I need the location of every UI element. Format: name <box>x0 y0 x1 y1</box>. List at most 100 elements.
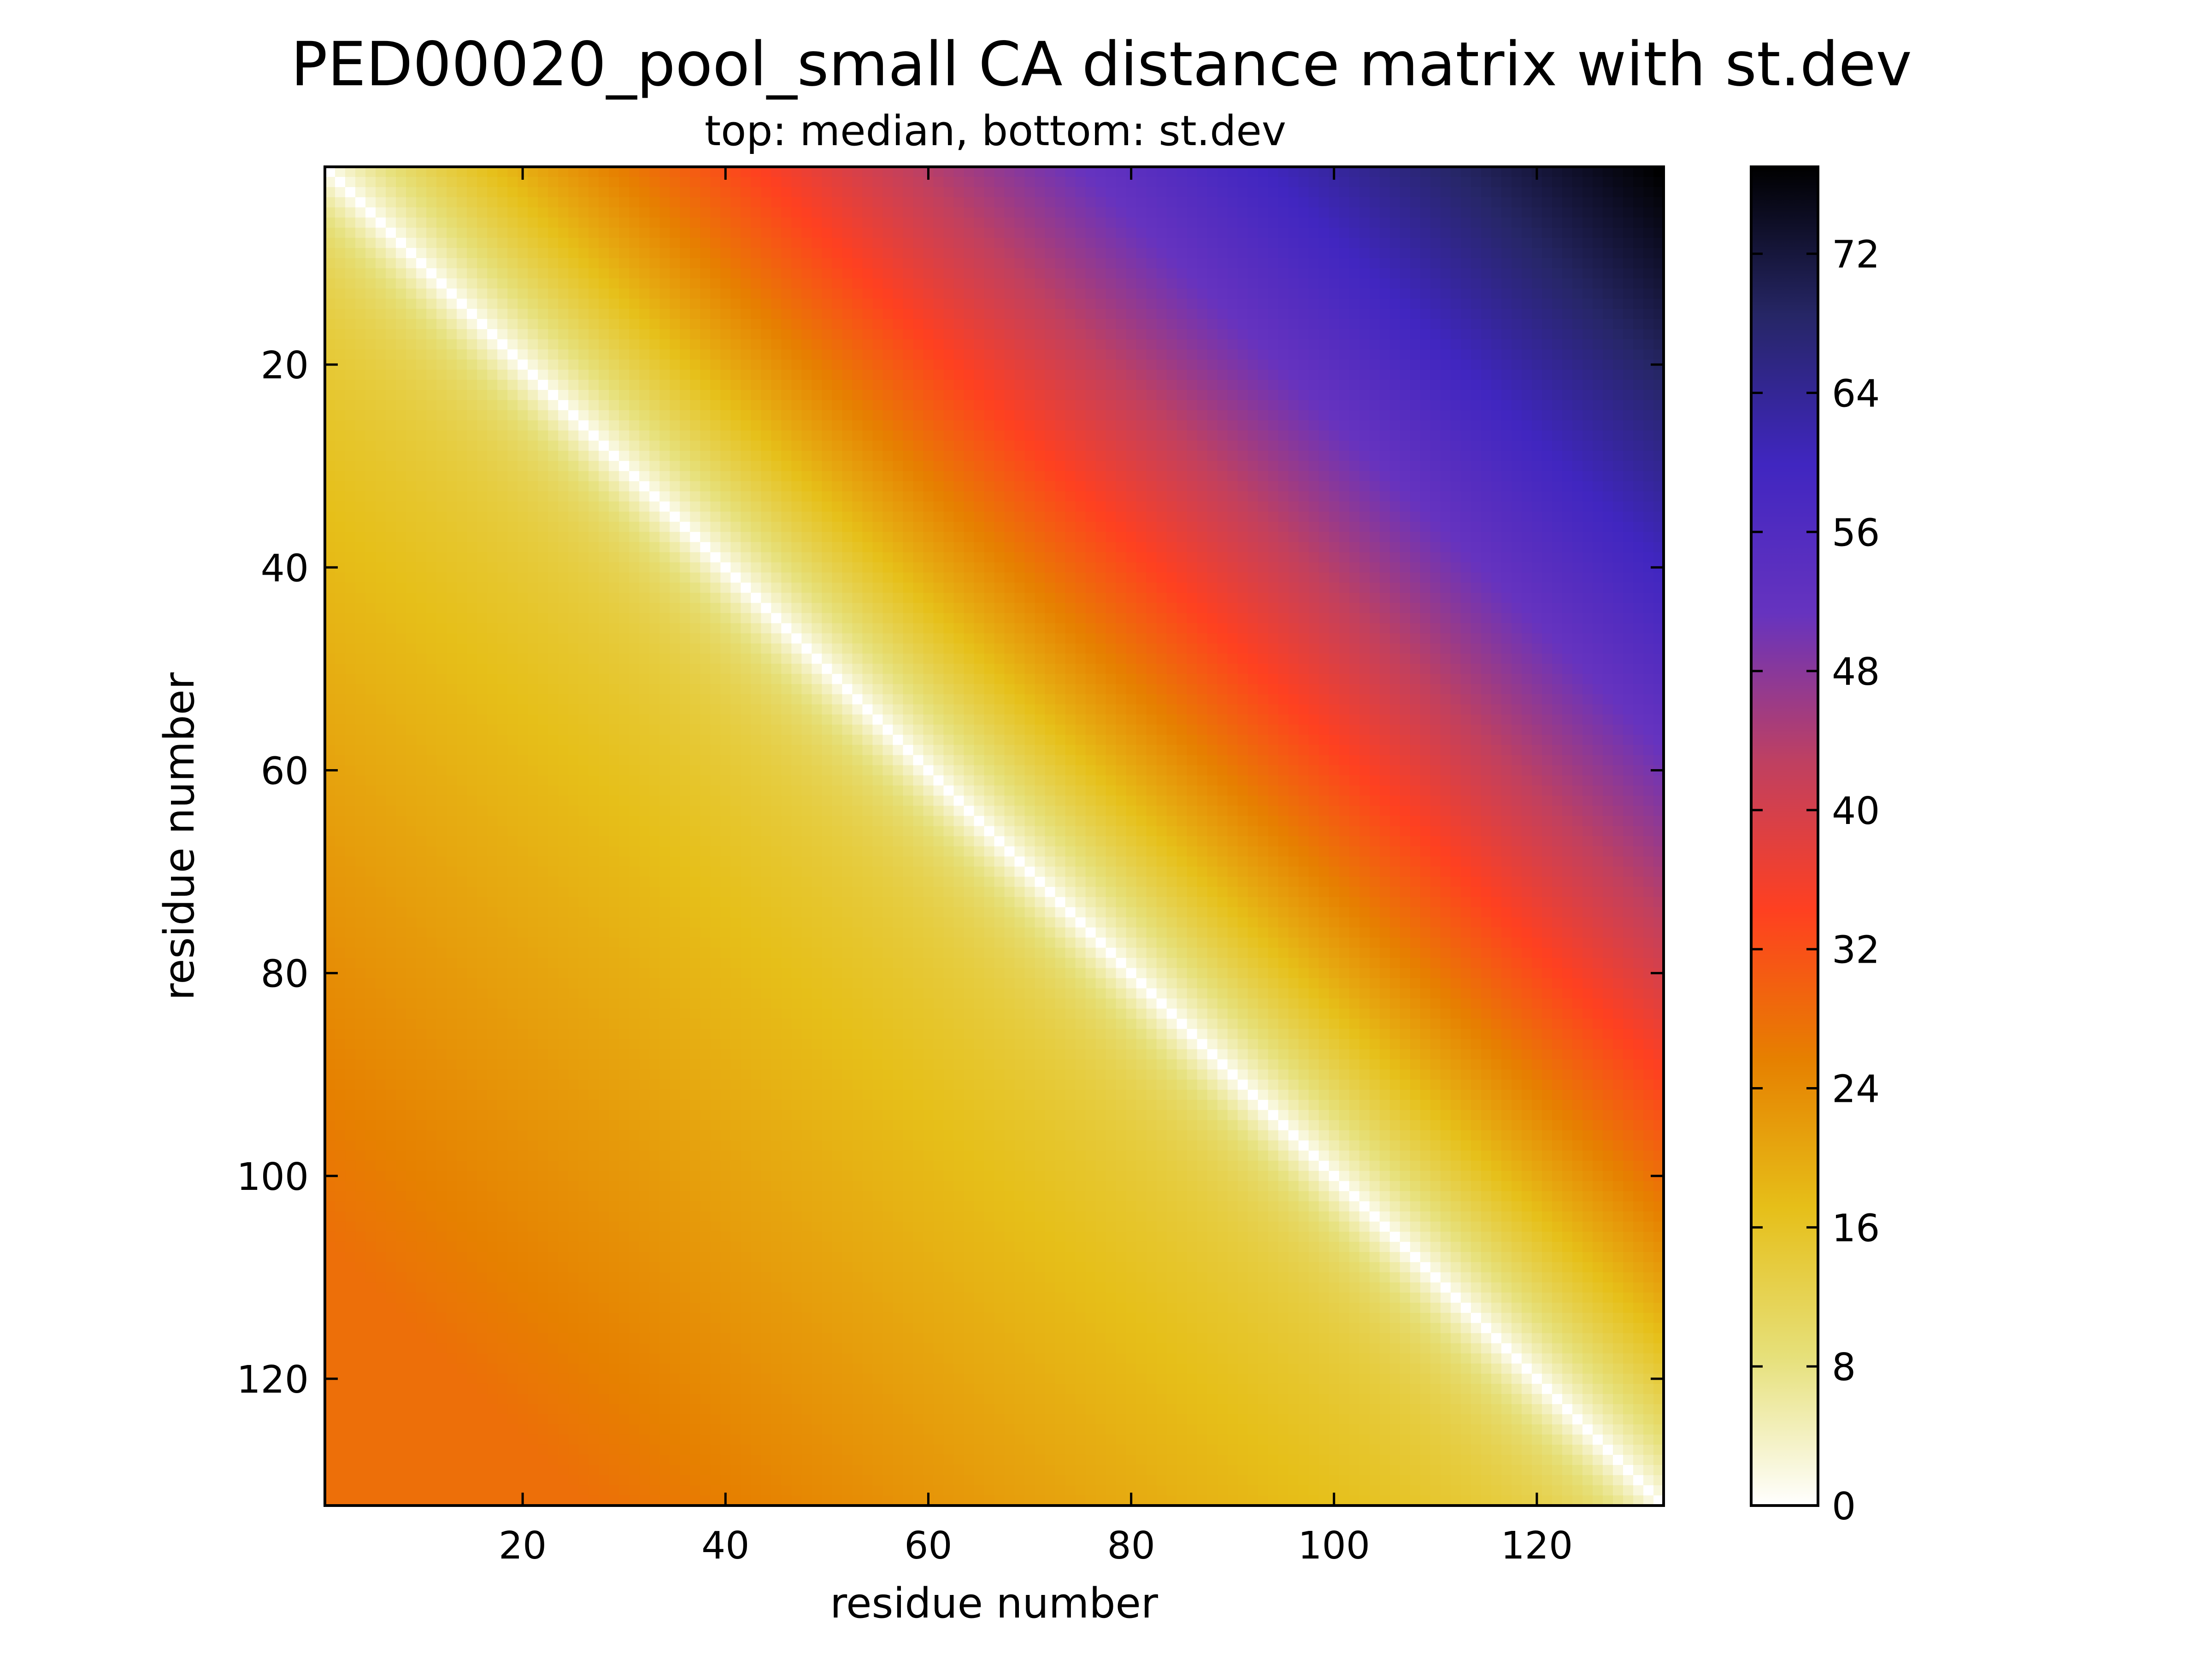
heatmap-cell <box>1035 309 1046 319</box>
heatmap-cell <box>943 522 954 532</box>
heatmap-cell <box>1177 532 1188 542</box>
heatmap-cell <box>670 218 680 228</box>
heatmap-cell <box>609 390 619 400</box>
heatmap-cell <box>1460 481 1471 492</box>
heatmap-cell <box>386 309 396 319</box>
heatmap-cell <box>1491 451 1502 461</box>
heatmap-cell <box>1298 430 1309 441</box>
heatmap-cell <box>345 420 356 431</box>
heatmap-cell <box>943 441 954 451</box>
heatmap-cell <box>791 349 802 360</box>
heatmap-cell <box>801 349 812 360</box>
heatmap-cell <box>822 400 832 411</box>
heatmap-cell <box>335 512 346 522</box>
heatmap-cell <box>1430 268 1441 279</box>
heatmap-cell <box>335 187 346 198</box>
heatmap-cell <box>1045 512 1056 522</box>
heatmap-cell <box>771 420 782 431</box>
heatmap-cell <box>1156 522 1167 532</box>
heatmap-cell <box>426 491 437 502</box>
heatmap-cell <box>1531 177 1542 188</box>
heatmap-cell <box>964 380 975 390</box>
heatmap-cell <box>994 268 1005 279</box>
heatmap-cell <box>771 248 782 259</box>
heatmap-cell <box>518 420 528 431</box>
heatmap-cell <box>609 187 619 198</box>
heatmap-cell <box>832 258 842 269</box>
heatmap-cell <box>1156 288 1167 299</box>
heatmap-cell <box>436 380 447 390</box>
heatmap-cell <box>1400 380 1411 390</box>
heatmap-cell <box>1552 319 1563 329</box>
heatmap-cell <box>1045 349 1056 360</box>
heatmap-cell <box>680 187 690 198</box>
heatmap-cell <box>1146 400 1157 411</box>
heatmap-cell <box>1278 461 1289 471</box>
heatmap-cell <box>994 420 1005 431</box>
heatmap-cell <box>1602 309 1613 319</box>
heatmap-cell <box>639 167 650 177</box>
heatmap-cell <box>872 329 883 340</box>
heatmap-cell <box>1014 542 1025 553</box>
heatmap-cell <box>893 501 904 512</box>
heatmap-cell <box>872 299 883 309</box>
heatmap-cell <box>812 522 822 532</box>
heatmap-cell <box>781 349 792 360</box>
heatmap-cell <box>1237 501 1248 512</box>
heatmap-cell <box>447 410 457 421</box>
heatmap-cell <box>487 512 498 522</box>
heatmap-cell <box>670 167 680 177</box>
heatmap-cell <box>741 522 751 532</box>
heatmap-cell <box>1400 329 1411 340</box>
heatmap-cell <box>974 278 985 289</box>
heatmap-cell <box>538 329 548 340</box>
heatmap-cell <box>426 207 437 218</box>
heatmap-cell <box>1095 491 1106 502</box>
heatmap-cell <box>426 501 437 512</box>
heatmap-cell <box>588 430 599 441</box>
heatmap-cell <box>1308 319 1319 329</box>
heatmap-cell <box>497 481 508 492</box>
heatmap-cell <box>568 400 579 411</box>
heatmap-cell <box>1420 441 1431 451</box>
heatmap-cell <box>406 238 417 248</box>
heatmap-cell <box>1237 359 1248 370</box>
heatmap-cell <box>528 420 538 431</box>
heatmap-cell <box>619 430 629 441</box>
heatmap-cell <box>1491 491 1502 502</box>
heatmap-cell <box>578 400 589 411</box>
heatmap-cell <box>365 370 376 380</box>
heatmap-cell <box>1541 481 1553 492</box>
heatmap-cell <box>1136 390 1147 400</box>
heatmap-cell <box>1369 218 1380 228</box>
heatmap-cell <box>903 228 914 238</box>
heatmap-cell <box>1146 501 1157 512</box>
heatmap-cell <box>1247 390 1259 400</box>
heatmap-cell <box>862 339 873 350</box>
heatmap-cell <box>1177 248 1188 259</box>
heatmap-cell <box>1014 309 1025 319</box>
heatmap-cell <box>355 481 366 492</box>
heatmap-cell <box>609 268 619 279</box>
heatmap-cell <box>1521 187 1532 198</box>
heatmap-cell <box>1389 461 1400 471</box>
heatmap-cell <box>690 228 700 238</box>
heatmap-cell <box>700 228 711 238</box>
heatmap-cell <box>538 288 548 299</box>
heatmap-cell <box>1511 512 1522 522</box>
heatmap-cell <box>487 532 498 542</box>
heatmap-cell <box>467 278 477 289</box>
heatmap-cell <box>426 481 437 492</box>
heatmap-cell <box>629 370 640 380</box>
heatmap-cell <box>1653 420 1664 431</box>
heatmap-cell <box>984 512 995 522</box>
heatmap-cell <box>1126 441 1137 451</box>
heatmap-cell <box>1318 238 1330 248</box>
heatmap-cell <box>1471 187 1482 198</box>
heatmap-cell <box>1055 471 1066 482</box>
heatmap-cell <box>832 359 842 370</box>
heatmap-cell <box>872 288 883 299</box>
heatmap-cell <box>518 329 528 340</box>
heatmap-cell <box>1460 410 1471 421</box>
heatmap-cell <box>1146 319 1157 329</box>
